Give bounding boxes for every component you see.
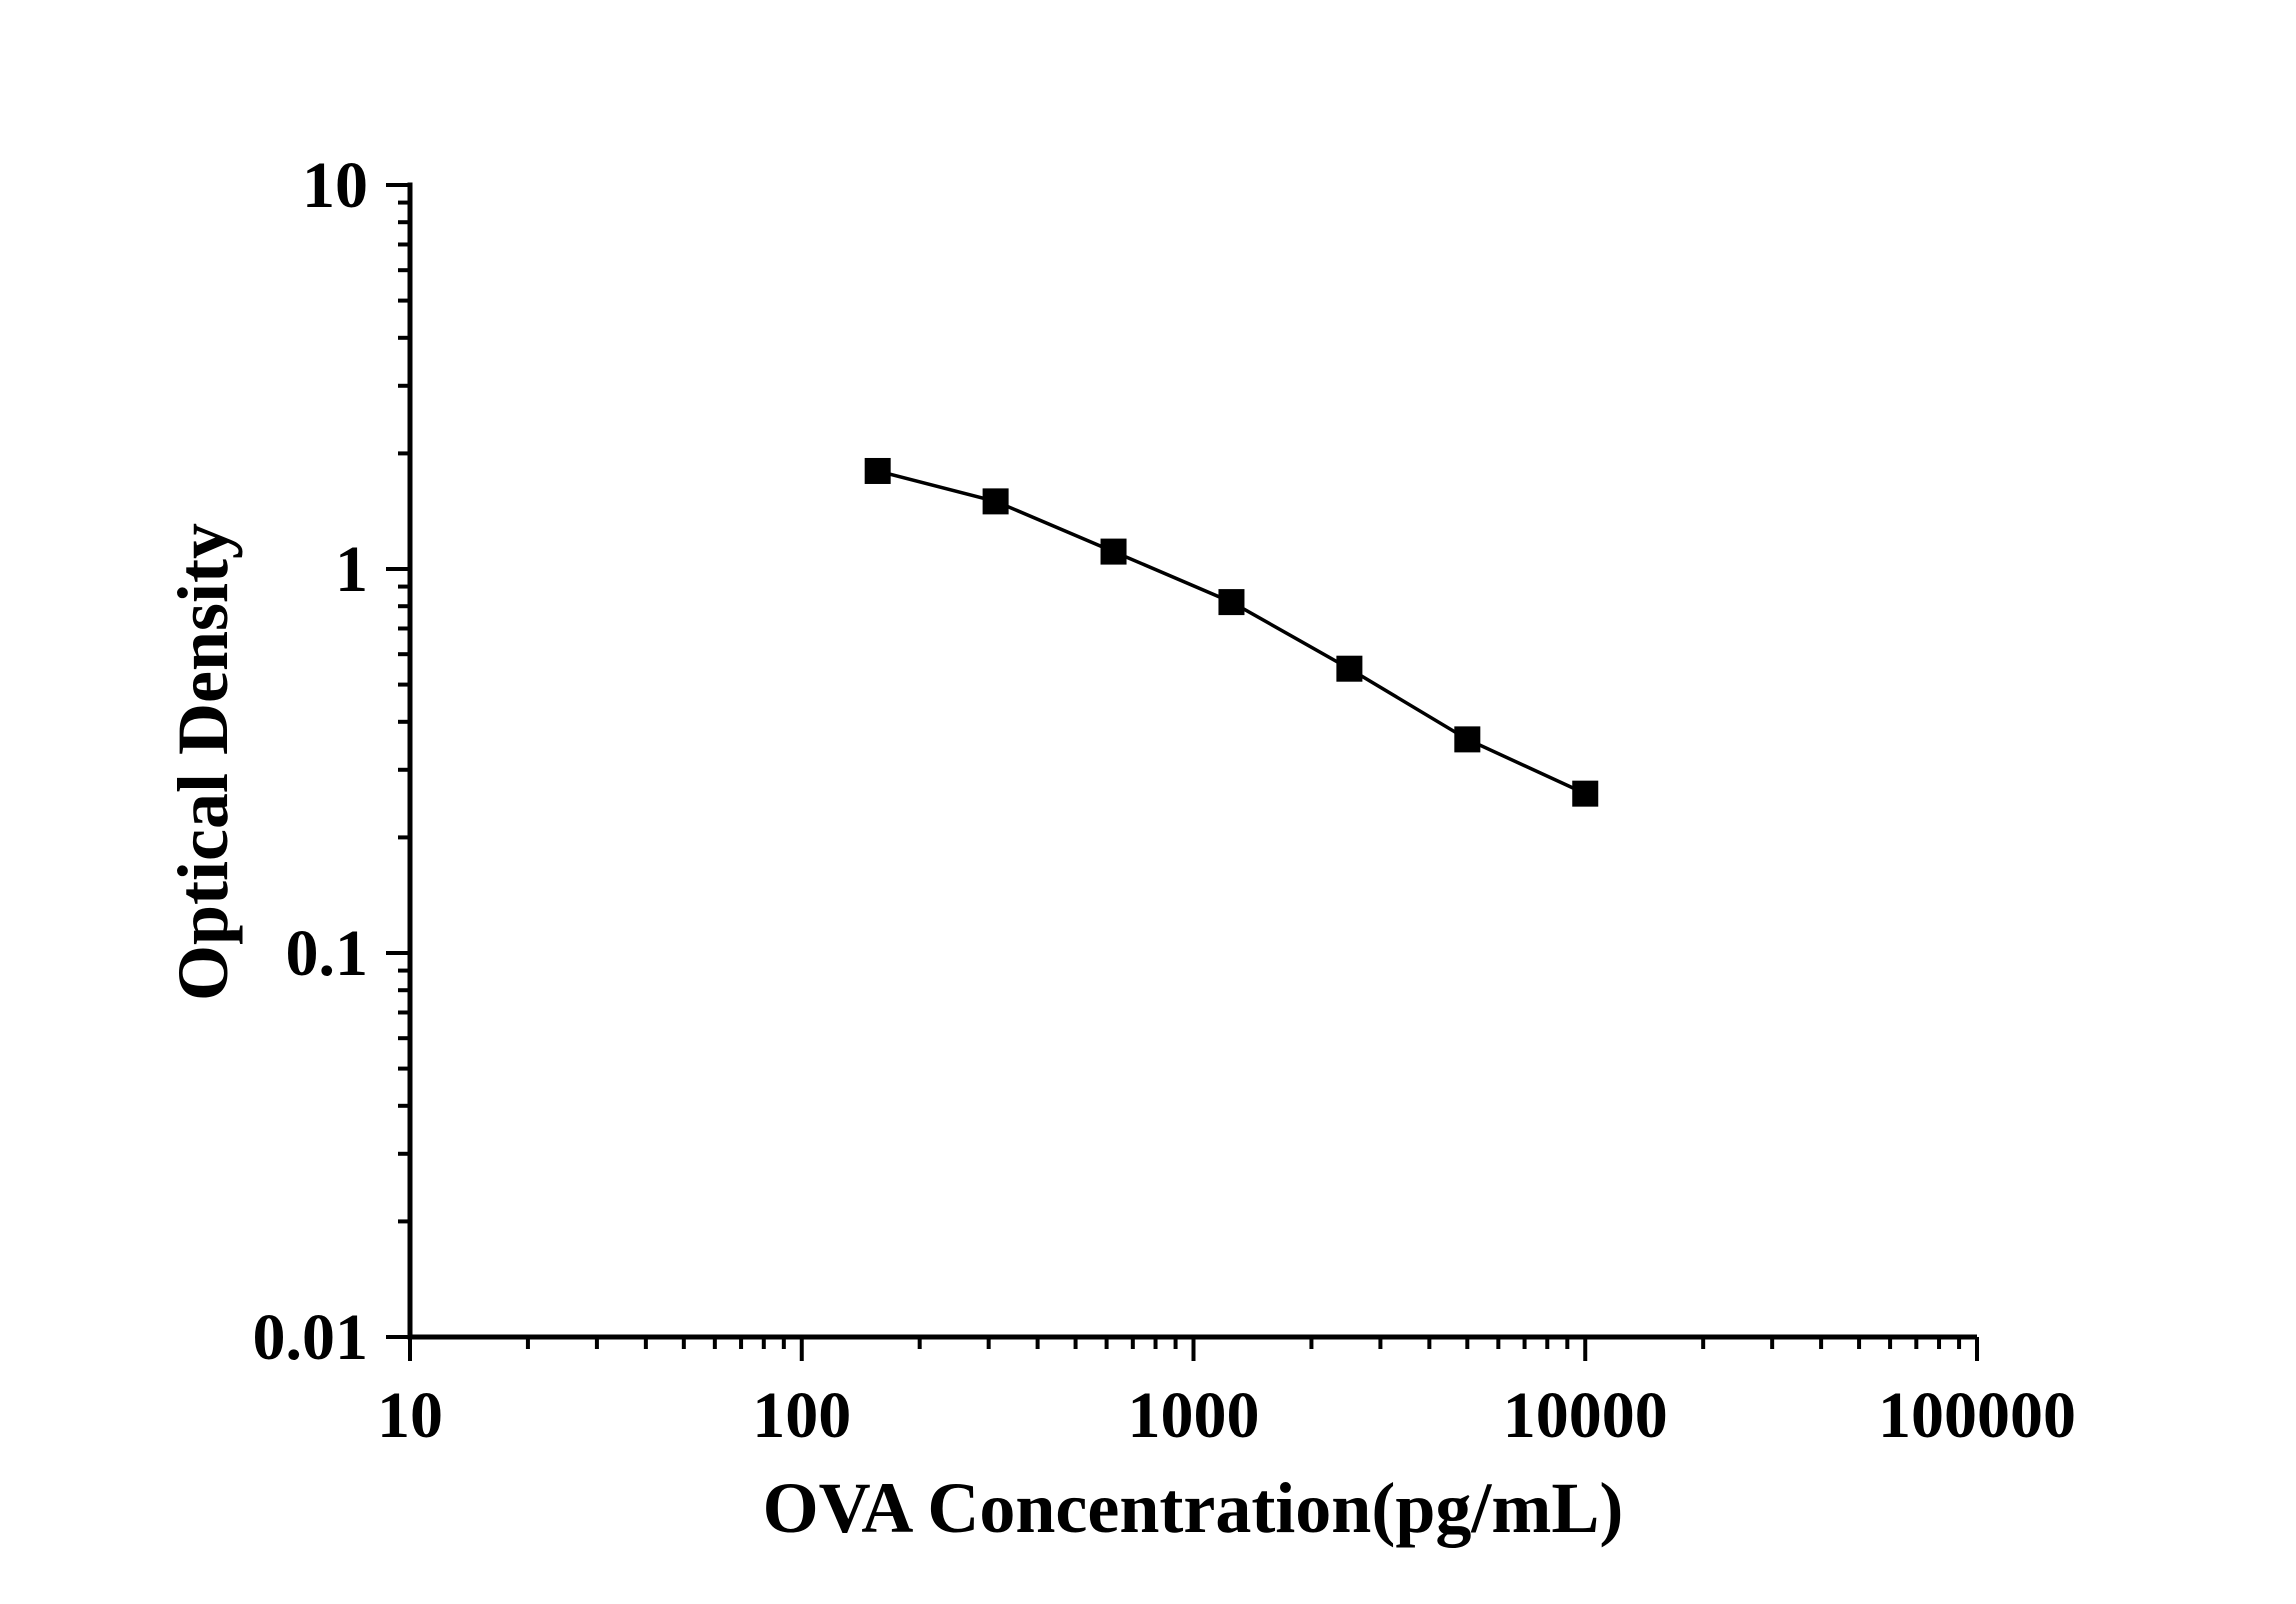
data-point-marker [1100,538,1127,565]
x-tick-label: 1000 [1128,1379,1260,1452]
data-point-marker [1572,780,1599,807]
axis-tick-labels: 10 100 1000 10000 100000 10 1 0.1 0.01 [253,149,2077,1452]
data-point-marker [982,488,1009,515]
y-axis-title: Optical Density [163,523,243,1001]
data-point-marker [1218,589,1245,616]
data-series [864,457,1599,807]
axis-ticks [386,183,1979,1361]
y-tick-label: 1 [335,533,368,606]
y-tick-label: 0.1 [286,917,369,990]
x-tick-label: 10000 [1503,1379,1668,1452]
y-tick-label: 10 [302,149,368,222]
data-point-marker [1454,726,1481,753]
data-point-marker [1336,655,1363,682]
x-tick-label: 10 [377,1379,443,1452]
x-axis-title: OVA Concentration(pg/mL) [763,1468,1624,1548]
x-tick-label: 100000 [1878,1379,2076,1452]
data-point-marker [864,457,891,484]
y-tick-label: 0.01 [253,1301,369,1374]
x-tick-label: 100 [752,1379,851,1452]
axes [407,182,1977,1340]
